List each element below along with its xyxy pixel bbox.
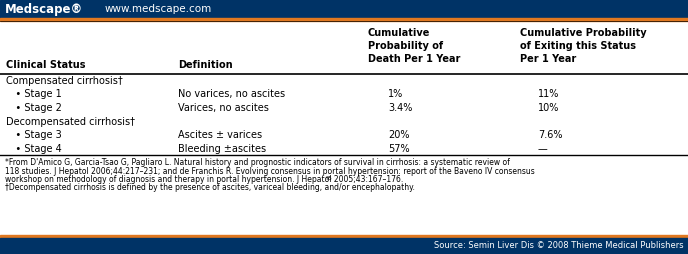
Text: • Stage 4: • Stage 4 xyxy=(6,144,62,154)
Text: 57%: 57% xyxy=(388,144,409,154)
Bar xyxy=(0,238,688,254)
Text: 10%: 10% xyxy=(538,103,559,113)
Text: Varices, no ascites: Varices, no ascites xyxy=(178,103,269,113)
Text: No varices, no ascites: No varices, no ascites xyxy=(178,89,285,99)
Text: Ascites ± varices: Ascites ± varices xyxy=(178,130,262,140)
Bar xyxy=(0,0,688,18)
Text: 3.4%: 3.4% xyxy=(388,103,412,113)
Text: • Stage 1: • Stage 1 xyxy=(6,89,62,99)
Text: Cumulative Probability
of Exiting this Status
Per 1 Year: Cumulative Probability of Exiting this S… xyxy=(520,28,647,65)
Text: • Stage 3: • Stage 3 xyxy=(6,130,62,140)
Text: workshop on methodology of diagnosis and therapy in portal hypertension. J Hepat: workshop on methodology of diagnosis and… xyxy=(5,175,403,184)
Text: Bleeding ±ascites: Bleeding ±ascites xyxy=(178,144,266,154)
Text: *From D'Amico G, Garcia-Tsao G, Pagliaro L. Natural history and prognostic indic: *From D'Amico G, Garcia-Tsao G, Pagliaro… xyxy=(5,158,510,167)
Text: Cumulative
Probability of
Death Per 1 Year: Cumulative Probability of Death Per 1 Ye… xyxy=(368,28,460,65)
Text: Compensated cirrhosis†: Compensated cirrhosis† xyxy=(6,76,122,86)
Text: †Decompensated cirrhosis is defined by the presence of ascites, variceal bleedin: †Decompensated cirrhosis is defined by t… xyxy=(5,183,415,193)
Text: Source: Semin Liver Dis © 2008 Thieme Medical Publishers: Source: Semin Liver Dis © 2008 Thieme Me… xyxy=(434,242,684,250)
Text: 7.6%: 7.6% xyxy=(538,130,563,140)
Text: 20%: 20% xyxy=(388,130,409,140)
Text: 1%: 1% xyxy=(388,89,403,99)
Text: Medscape®: Medscape® xyxy=(5,3,83,15)
Bar xyxy=(0,18,688,21)
Text: 11%: 11% xyxy=(538,89,559,99)
Text: Clinical Status: Clinical Status xyxy=(6,60,85,70)
Text: 118 studies. J Hepatol 2006;44:217–231; and de Franchis R. Evolving consensus in: 118 studies. J Hepatol 2006;44:217–231; … xyxy=(5,167,535,176)
Text: —: — xyxy=(538,144,548,154)
Text: Decompensated cirrhosis†: Decompensated cirrhosis† xyxy=(6,117,135,127)
Text: www.medscape.com: www.medscape.com xyxy=(105,4,213,14)
Text: Definition: Definition xyxy=(178,60,233,70)
Text: • Stage 2: • Stage 2 xyxy=(6,103,62,113)
Bar xyxy=(0,235,688,238)
Text: 95: 95 xyxy=(326,177,333,182)
